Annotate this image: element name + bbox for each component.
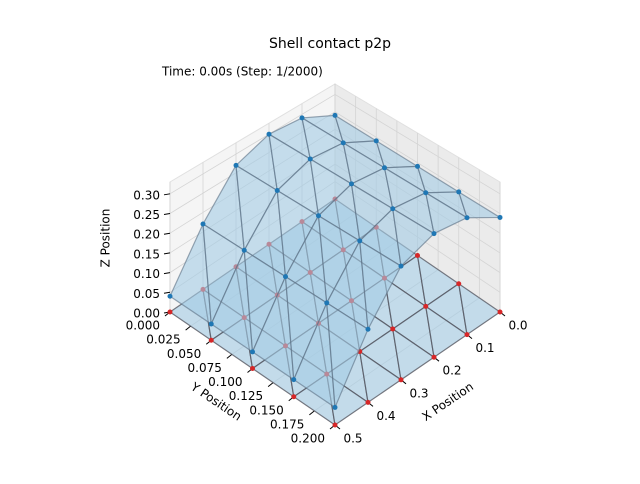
- y-tick-label: 0.175: [270, 417, 304, 431]
- x-tick-label: 0.4: [376, 409, 395, 423]
- tick-mark: [163, 272, 171, 275]
- mesh-node: [283, 274, 288, 280]
- tick-mark: [309, 410, 315, 416]
- mesh-node: [349, 181, 354, 187]
- mesh-face: [391, 207, 435, 268]
- tick-mark: [163, 252, 171, 255]
- mesh-node: [497, 214, 503, 220]
- mesh-node: [431, 354, 437, 360]
- mesh-node: [415, 163, 420, 169]
- x-tick-label: 0.0: [508, 319, 527, 333]
- mesh-node: [382, 165, 387, 171]
- z-tick-label: 0.15: [133, 247, 160, 261]
- tick-mark: [163, 193, 171, 196]
- z-tick-label: 0.05: [133, 287, 160, 301]
- mesh-node: [241, 247, 247, 253]
- mesh-node: [365, 399, 371, 405]
- x-tick-label: 0.1: [475, 341, 494, 355]
- mesh-face: [358, 350, 403, 404]
- z-axis-label: Z Position: [99, 209, 113, 268]
- mesh-node: [167, 293, 173, 299]
- y-tick-label: 0.075: [188, 361, 222, 375]
- mesh-node: [398, 377, 404, 383]
- y-tick-label: 0.150: [249, 403, 283, 417]
- y-tick-label: 0.000: [126, 319, 160, 333]
- mesh-node: [299, 115, 305, 121]
- mesh-node: [316, 213, 321, 219]
- mesh-node: [464, 332, 470, 338]
- mesh-face: [457, 190, 503, 219]
- tick-mark: [267, 382, 274, 388]
- z-tick-label: 0.20: [133, 228, 160, 242]
- mesh-face: [326, 301, 369, 408]
- mesh-face: [391, 327, 436, 381]
- z-tick-label: 0.00: [133, 307, 160, 321]
- mesh-node: [332, 422, 338, 428]
- mesh-node: [340, 140, 346, 146]
- mesh-node: [456, 189, 462, 195]
- mesh-face: [359, 239, 402, 332]
- mesh-node: [208, 321, 214, 327]
- mesh-node: [464, 215, 470, 221]
- y-tick-label: 0.100: [208, 375, 242, 389]
- mesh-node: [307, 156, 313, 162]
- mesh-node: [373, 138, 379, 144]
- z-tick-label: 0.30: [133, 188, 160, 202]
- mesh-node: [274, 188, 280, 194]
- mesh-node: [266, 131, 272, 137]
- y-tick-label: 0.200: [291, 432, 325, 446]
- mesh-node: [250, 349, 255, 355]
- annotation: Time: 0.00s (Step: 1/2000): [161, 65, 323, 79]
- mesh-node: [390, 206, 396, 212]
- grid-line: [169, 111, 501, 214]
- mesh-face: [457, 282, 502, 336]
- y-tick-label: 0.050: [167, 347, 201, 361]
- mesh-node: [332, 112, 338, 118]
- mesh-node: [415, 253, 420, 258]
- mesh-node: [200, 221, 206, 227]
- mesh-node: [233, 162, 239, 168]
- tick-mark: [185, 325, 191, 331]
- y-tick-label: 0.125: [229, 389, 263, 403]
- mesh-node: [365, 326, 371, 332]
- mesh-node: [497, 309, 503, 315]
- tick-mark: [163, 291, 171, 294]
- mesh-node: [250, 366, 255, 371]
- tick-mark: [163, 213, 171, 216]
- mesh-node: [332, 404, 338, 410]
- x-tick-label: 0.3: [409, 386, 428, 400]
- mesh-node: [167, 309, 173, 315]
- tick-mark: [226, 353, 233, 359]
- mesh-node: [324, 300, 330, 306]
- z-tick-label: 0.10: [133, 267, 160, 281]
- mesh-node: [390, 326, 396, 332]
- z-tick-label: 0.25: [133, 208, 160, 222]
- y-tick-label: 0.025: [146, 333, 180, 347]
- mesh-node: [431, 231, 437, 237]
- mesh-node: [357, 238, 363, 244]
- mesh-face: [424, 305, 469, 359]
- mesh-node: [398, 263, 404, 269]
- mesh-node: [423, 303, 429, 309]
- mesh-node: [456, 281, 462, 287]
- mesh-node: [208, 337, 214, 343]
- mesh-face: [424, 191, 469, 235]
- x-tick-label: 0.2: [442, 364, 461, 378]
- x-tick-label: 0.5: [343, 432, 362, 446]
- mesh-node: [291, 377, 297, 383]
- mesh-node: [423, 190, 429, 196]
- mesh-node: [291, 394, 297, 400]
- grid-line: [169, 93, 501, 195]
- tick-mark: [163, 232, 171, 235]
- chart-title: Shell contact p2p: [269, 36, 391, 52]
